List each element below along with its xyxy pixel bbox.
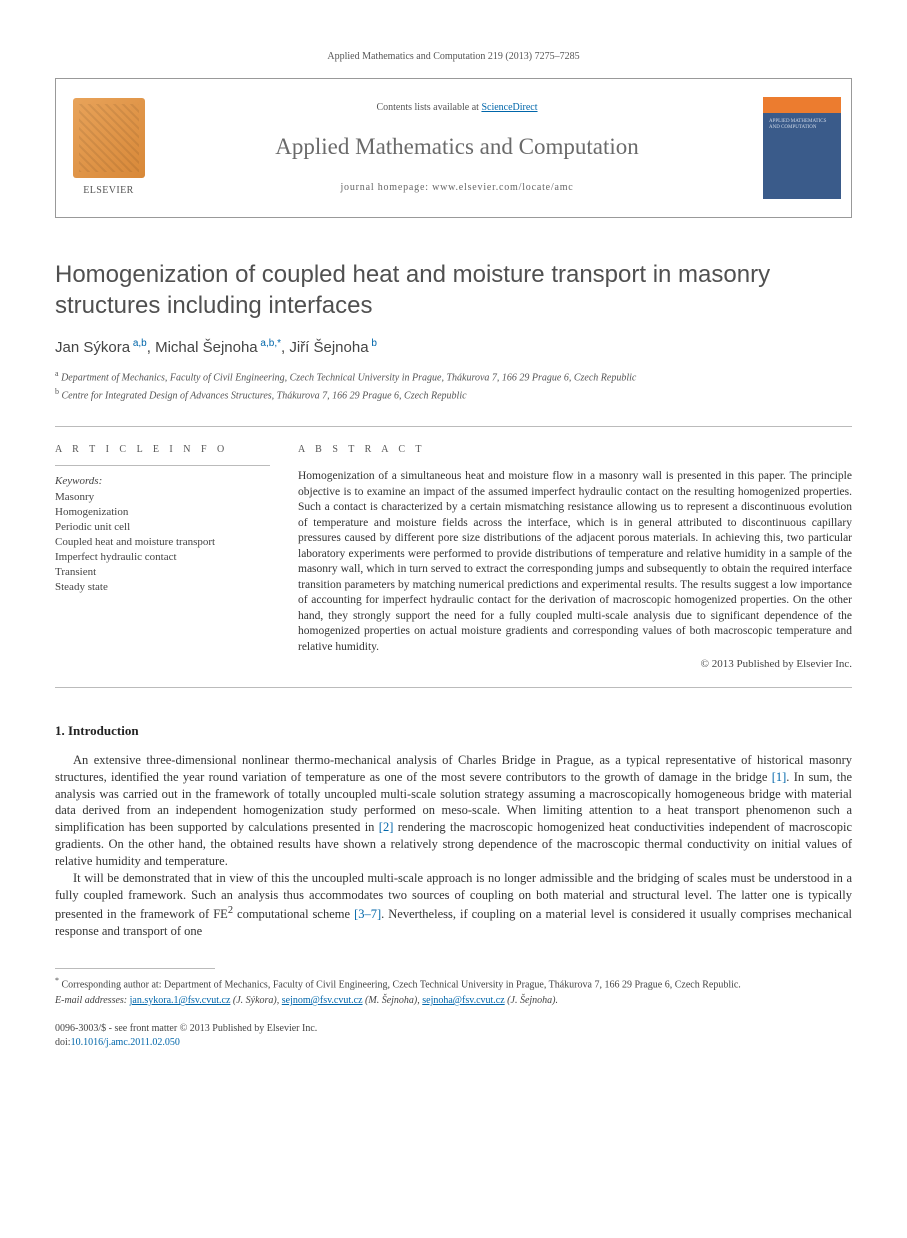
keyword: Coupled heat and moisture transport [55, 535, 270, 550]
contents-list-line: Contents lists available at ScienceDirec… [376, 101, 537, 115]
corr-text: Corresponding author at: Department of M… [62, 979, 741, 990]
keyword: Steady state [55, 580, 270, 595]
citation-ref[interactable]: [1] [772, 770, 787, 784]
affiliation-line: a Department of Mechanics, Faculty of Ci… [55, 368, 852, 386]
author-name: Jan Sýkora [55, 339, 130, 356]
info-abstract-row: A R T I C L E I N F O Keywords: Masonry … [55, 427, 852, 687]
email-label: E-mail addresses: [55, 995, 130, 1006]
citation-ref[interactable]: [3–7] [354, 907, 381, 921]
doi-label: doi: [55, 1037, 71, 1048]
issn-line: 0096-3003/$ - see front matter © 2013 Pu… [55, 1022, 852, 1036]
authors-line: Jan Sýkora a,b, Michal Šejnoha a,b,*, Ji… [55, 337, 852, 358]
article-info-heading: A R T I C L E I N F O [55, 443, 270, 466]
corr-star: * [55, 976, 59, 985]
author-affil-mark: a,b [130, 338, 147, 349]
keyword: Periodic unit cell [55, 520, 270, 535]
footer-divider [55, 968, 215, 969]
journal-header: ELSEVIER Contents lists available at Sci… [55, 78, 852, 218]
email-who: (M. Šejnoha) [365, 995, 417, 1006]
keyword: Masonry [55, 490, 270, 505]
body-paragraph: It will be demonstrated that in view of … [55, 870, 852, 940]
email-link[interactable]: jan.sykora.1@fsv.cvut.cz [130, 995, 231, 1006]
para-text: An extensive three-dimensional nonlinear… [55, 753, 852, 784]
issn-doi-block: 0096-3003/$ - see front matter © 2013 Pu… [55, 1022, 852, 1050]
citation-ref[interactable]: [2] [379, 820, 394, 834]
elsevier-tree-icon [73, 98, 145, 178]
email-who: (J. Šejnoha) [507, 995, 555, 1006]
keyword: Transient [55, 565, 270, 580]
publisher-logo: ELSEVIER [56, 79, 161, 217]
affiliations: a Department of Mechanics, Faculty of Ci… [55, 368, 852, 404]
journal-homepage: journal homepage: www.elsevier.com/locat… [340, 181, 573, 195]
author-name: Jiří Šejnoha [289, 339, 368, 356]
para-text: computational scheme [233, 907, 354, 921]
email-who: (J. Sýkora) [233, 995, 277, 1006]
journal-center: Contents lists available at ScienceDirec… [161, 79, 753, 217]
email-addresses-line: E-mail addresses: jan.sykora.1@fsv.cvut.… [55, 994, 852, 1008]
contents-prefix: Contents lists available at [376, 102, 481, 113]
journal-cover-thumbnail: APPLIED MATHEMATICS AND COMPUTATION [753, 79, 851, 217]
abstract-column: A B S T R A C T Homogenization of a simu… [298, 443, 852, 673]
author-affil-mark: b [369, 338, 377, 349]
doi-link[interactable]: 10.1016/j.amc.2011.02.050 [71, 1037, 180, 1048]
section-heading-intro: 1. Introduction [55, 722, 852, 740]
article-info-column: A R T I C L E I N F O Keywords: Masonry … [55, 443, 270, 673]
abstract-text: Homogenization of a simultaneous heat an… [298, 469, 852, 655]
citation-line: Applied Mathematics and Computation 219 … [55, 50, 852, 64]
keywords-label: Keywords: [55, 474, 270, 489]
paper-title: Homogenization of coupled heat and moist… [55, 260, 852, 321]
corresponding-author-note: * Corresponding author at: Department of… [55, 975, 852, 992]
email-link[interactable]: sejnoha@fsv.cvut.cz [422, 995, 504, 1006]
keyword: Homogenization [55, 505, 270, 520]
divider [55, 687, 852, 688]
sciencedirect-link[interactable]: ScienceDirect [481, 102, 537, 113]
keyword: Imperfect hydraulic contact [55, 550, 270, 565]
author-affil-mark: a,b,* [258, 338, 281, 349]
affiliation-line: b Centre for Integrated Design of Advanc… [55, 386, 852, 404]
abstract-copyright: © 2013 Published by Elsevier Inc. [298, 657, 852, 672]
email-link[interactable]: sejnom@fsv.cvut.cz [282, 995, 363, 1006]
cover-box: APPLIED MATHEMATICS AND COMPUTATION [763, 97, 841, 199]
cover-text: APPLIED MATHEMATICS AND COMPUTATION [769, 119, 835, 131]
doi-line: doi:10.1016/j.amc.2011.02.050 [55, 1036, 852, 1050]
author-name: Michal Šejnoha [155, 339, 258, 356]
abstract-heading: A B S T R A C T [298, 443, 852, 457]
journal-title: Applied Mathematics and Computation [275, 131, 638, 163]
publisher-label: ELSEVIER [83, 184, 133, 198]
body-paragraph: An extensive three-dimensional nonlinear… [55, 752, 852, 870]
